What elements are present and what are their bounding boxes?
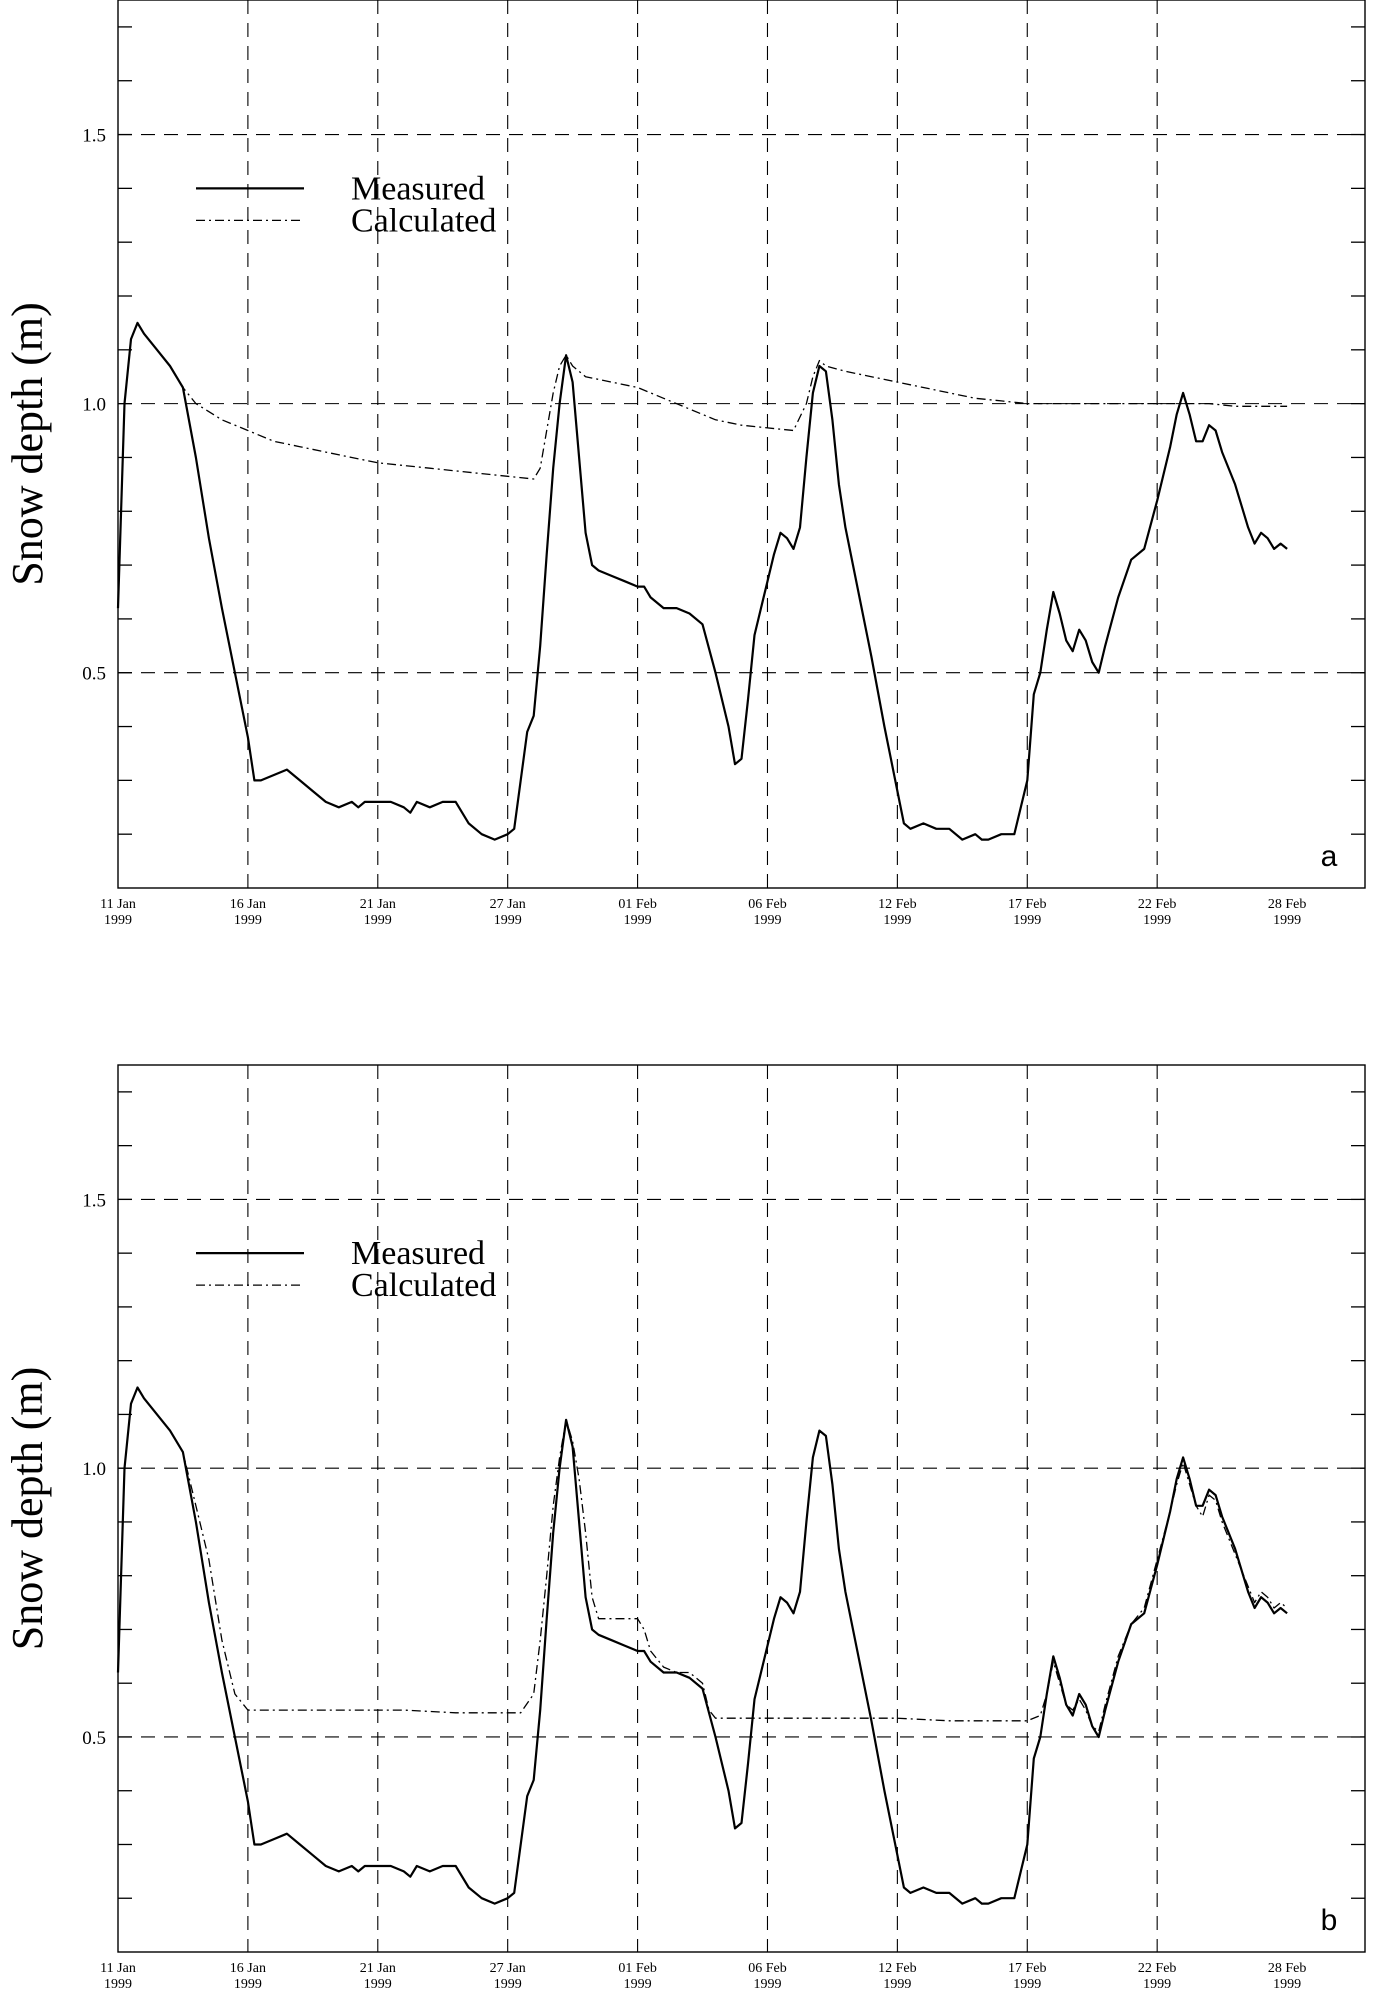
series-line-measured bbox=[116, 321, 1288, 841]
x-tick-label: 21 Jan bbox=[360, 897, 396, 912]
x-tick-label: 06 Feb bbox=[748, 897, 787, 912]
x-tick-label: 01 Feb bbox=[618, 1961, 657, 1976]
x-tick-label: 17 Feb bbox=[1008, 1961, 1047, 1976]
x-tick-label: 22 Feb bbox=[1138, 1961, 1177, 1976]
x-tick-label: 21 Jan bbox=[360, 1961, 396, 1976]
x-tick-label: 11 Jan bbox=[100, 1961, 136, 1976]
legend-label-calculated: Calculated bbox=[351, 1267, 496, 1304]
x-tick-year-label: 1999 bbox=[234, 1977, 262, 1992]
x-tick-year-label: 1999 bbox=[494, 913, 522, 928]
x-tick-year-label: 1999 bbox=[364, 1977, 392, 1992]
y-tick-label: 1.5 bbox=[82, 1190, 106, 1211]
x-tick-label: 17 Feb bbox=[1008, 897, 1047, 912]
x-tick-year-label: 1999 bbox=[624, 913, 652, 928]
y-tick-label: 0.5 bbox=[82, 1728, 106, 1749]
legend-label-measured: Measured bbox=[351, 1235, 485, 1272]
y-axis-label: Snow depth (m) bbox=[3, 302, 52, 586]
x-tick-label: 12 Feb bbox=[878, 1961, 917, 1976]
series-line-calculated bbox=[117, 322, 1288, 609]
x-tick-label: 28 Feb bbox=[1268, 1961, 1307, 1976]
series-line-calculated bbox=[117, 1386, 1288, 1733]
x-tick-year-label: 1999 bbox=[624, 1977, 652, 1992]
x-tick-year-label: 1999 bbox=[883, 1977, 911, 1992]
x-tick-label: 27 Jan bbox=[490, 1961, 526, 1976]
x-tick-year-label: 1999 bbox=[1143, 1977, 1171, 1992]
x-tick-label: 12 Feb bbox=[878, 897, 917, 912]
x-tick-label: 27 Jan bbox=[490, 897, 526, 912]
x-tick-label: 16 Jan bbox=[230, 897, 266, 912]
x-tick-year-label: 1999 bbox=[1013, 1977, 1041, 1992]
panel-letter: b bbox=[1321, 1904, 1338, 1937]
x-tick-year-label: 1999 bbox=[1143, 913, 1171, 928]
x-tick-year-label: 1999 bbox=[753, 1977, 781, 1992]
x-tick-year-label: 1999 bbox=[104, 1977, 132, 1992]
legend-label-measured: Measured bbox=[351, 170, 485, 207]
y-tick-label: 1.0 bbox=[82, 395, 106, 416]
x-tick-year-label: 1999 bbox=[234, 913, 262, 928]
x-tick-year-label: 1999 bbox=[1273, 1977, 1301, 1992]
x-tick-year-label: 1999 bbox=[883, 913, 911, 928]
panel-letter: a bbox=[1321, 840, 1338, 873]
plot-frame bbox=[117, 1064, 1366, 1953]
x-tick-year-label: 1999 bbox=[1273, 913, 1301, 928]
x-tick-label: 22 Feb bbox=[1138, 897, 1177, 912]
x-tick-label: 11 Jan bbox=[100, 897, 136, 912]
x-tick-label: 01 Feb bbox=[618, 897, 657, 912]
x-tick-label: 28 Feb bbox=[1268, 897, 1307, 912]
x-tick-year-label: 1999 bbox=[104, 913, 132, 928]
x-tick-label: 06 Feb bbox=[748, 1961, 787, 1976]
y-tick-label: 1.5 bbox=[82, 126, 106, 147]
y-axis-label: Snow depth (m) bbox=[3, 1367, 52, 1651]
plot-frame bbox=[117, 0, 1366, 889]
x-tick-year-label: 1999 bbox=[364, 913, 392, 928]
series-line-measured bbox=[116, 1386, 1288, 1905]
x-tick-year-label: 1999 bbox=[1013, 913, 1041, 928]
legend-label-calculated: Calculated bbox=[351, 202, 496, 239]
y-tick-label: 1.0 bbox=[82, 1459, 106, 1480]
x-tick-label: 16 Jan bbox=[230, 1961, 266, 1976]
x-tick-year-label: 1999 bbox=[753, 913, 781, 928]
y-tick-label: 0.5 bbox=[82, 664, 106, 685]
x-tick-year-label: 1999 bbox=[494, 1977, 522, 1992]
